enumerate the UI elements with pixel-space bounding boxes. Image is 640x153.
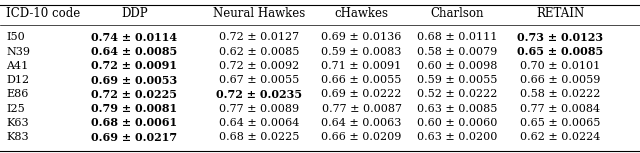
Text: D12: D12 bbox=[6, 75, 29, 85]
Text: 0.70 ± 0.0101: 0.70 ± 0.0101 bbox=[520, 61, 600, 71]
Text: 0.63 ± 0.0200: 0.63 ± 0.0200 bbox=[417, 132, 498, 142]
Text: 0.72 ± 0.0225: 0.72 ± 0.0225 bbox=[92, 89, 177, 100]
Text: 0.66 ± 0.0055: 0.66 ± 0.0055 bbox=[321, 75, 402, 85]
Text: 0.73 ± 0.0123: 0.73 ± 0.0123 bbox=[517, 32, 603, 43]
Text: 0.77 ± 0.0089: 0.77 ± 0.0089 bbox=[219, 104, 300, 114]
Text: 0.62 ± 0.0085: 0.62 ± 0.0085 bbox=[219, 47, 300, 57]
Text: Neural Hawkes: Neural Hawkes bbox=[213, 7, 305, 20]
Text: 0.72 ± 0.0092: 0.72 ± 0.0092 bbox=[219, 61, 300, 71]
Text: RETAIN: RETAIN bbox=[536, 7, 584, 20]
Text: K63: K63 bbox=[6, 118, 29, 128]
Text: 0.77 ± 0.0084: 0.77 ± 0.0084 bbox=[520, 104, 600, 114]
Text: 0.52 ± 0.0222: 0.52 ± 0.0222 bbox=[417, 89, 498, 99]
Text: 0.69 ± 0.0217: 0.69 ± 0.0217 bbox=[92, 132, 177, 143]
Text: 0.71 ± 0.0091: 0.71 ± 0.0091 bbox=[321, 61, 402, 71]
Text: I25: I25 bbox=[6, 104, 25, 114]
Text: 0.79 ± 0.0081: 0.79 ± 0.0081 bbox=[92, 103, 177, 114]
Text: 0.72 ± 0.0127: 0.72 ± 0.0127 bbox=[219, 32, 300, 43]
Text: ICD-10 code: ICD-10 code bbox=[6, 7, 81, 20]
Text: 0.67 ± 0.0055: 0.67 ± 0.0055 bbox=[219, 75, 300, 85]
Text: 0.59 ± 0.0055: 0.59 ± 0.0055 bbox=[417, 75, 498, 85]
Text: 0.60 ± 0.0098: 0.60 ± 0.0098 bbox=[417, 61, 498, 71]
Text: I50: I50 bbox=[6, 32, 25, 43]
Text: 0.72 ± 0.0235: 0.72 ± 0.0235 bbox=[216, 89, 302, 100]
Text: N39: N39 bbox=[6, 47, 31, 57]
Text: cHawkes: cHawkes bbox=[335, 7, 388, 20]
Text: 0.64 ± 0.0085: 0.64 ± 0.0085 bbox=[92, 46, 177, 57]
Text: E86: E86 bbox=[6, 89, 29, 99]
Text: 0.72 ± 0.0091: 0.72 ± 0.0091 bbox=[92, 60, 177, 71]
Text: 0.68 ± 0.0061: 0.68 ± 0.0061 bbox=[92, 117, 177, 128]
Text: Charlson: Charlson bbox=[431, 7, 484, 20]
Text: 0.68 ± 0.0111: 0.68 ± 0.0111 bbox=[417, 32, 498, 43]
Text: 0.66 ± 0.0209: 0.66 ± 0.0209 bbox=[321, 132, 402, 142]
Text: 0.68 ± 0.0225: 0.68 ± 0.0225 bbox=[219, 132, 300, 142]
Text: 0.63 ± 0.0085: 0.63 ± 0.0085 bbox=[417, 104, 498, 114]
Text: 0.59 ± 0.0083: 0.59 ± 0.0083 bbox=[321, 47, 402, 57]
Text: DDP: DDP bbox=[121, 7, 148, 20]
Text: 0.64 ± 0.0063: 0.64 ± 0.0063 bbox=[321, 118, 402, 128]
Text: A41: A41 bbox=[6, 61, 29, 71]
Text: 0.64 ± 0.0064: 0.64 ± 0.0064 bbox=[219, 118, 300, 128]
Text: K83: K83 bbox=[6, 132, 29, 142]
Text: 0.66 ± 0.0059: 0.66 ± 0.0059 bbox=[520, 75, 600, 85]
Text: 0.65 ± 0.0065: 0.65 ± 0.0065 bbox=[520, 118, 600, 128]
Text: 0.69 ± 0.0136: 0.69 ± 0.0136 bbox=[321, 32, 402, 43]
Text: 0.60 ± 0.0060: 0.60 ± 0.0060 bbox=[417, 118, 498, 128]
Text: 0.58 ± 0.0079: 0.58 ± 0.0079 bbox=[417, 47, 498, 57]
Text: 0.74 ± 0.0114: 0.74 ± 0.0114 bbox=[92, 32, 177, 43]
Text: 0.62 ± 0.0224: 0.62 ± 0.0224 bbox=[520, 132, 600, 142]
Text: 0.69 ± 0.0222: 0.69 ± 0.0222 bbox=[321, 89, 402, 99]
Text: 0.77 ± 0.0087: 0.77 ± 0.0087 bbox=[321, 104, 402, 114]
Text: 0.58 ± 0.0222: 0.58 ± 0.0222 bbox=[520, 89, 600, 99]
Text: 0.69 ± 0.0053: 0.69 ± 0.0053 bbox=[92, 75, 177, 86]
Text: 0.65 ± 0.0085: 0.65 ± 0.0085 bbox=[517, 46, 603, 57]
